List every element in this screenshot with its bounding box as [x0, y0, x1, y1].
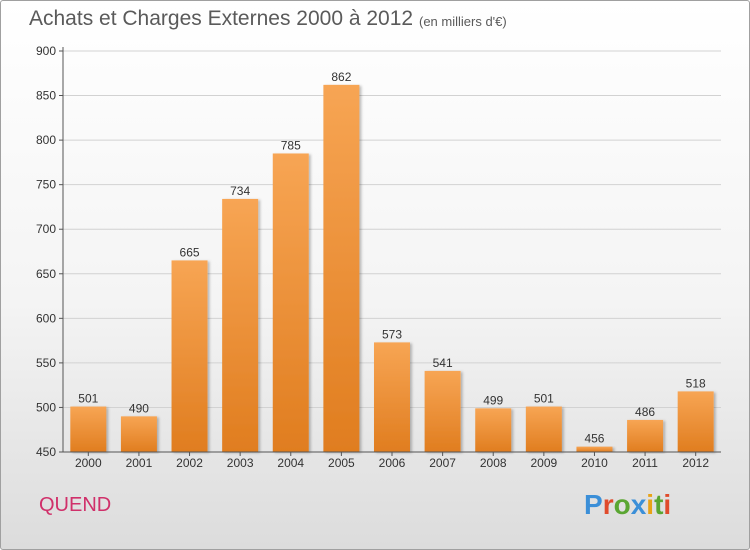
value-label-2010: 456	[584, 432, 604, 446]
bar-2000	[70, 406, 107, 452]
bar-2012	[677, 391, 714, 452]
value-label-2006: 573	[382, 327, 402, 341]
chart-subtitle: (en milliers d'€)	[419, 14, 507, 29]
bar-2003	[222, 198, 259, 452]
value-label-2003: 734	[230, 184, 250, 198]
x-tick-label-2007: 2007	[429, 456, 456, 470]
y-tick-label: 650	[36, 267, 56, 281]
y-tick-label: 500	[36, 400, 56, 414]
x-tick-label-2010: 2010	[581, 456, 608, 470]
logo-letter: t	[654, 489, 664, 520]
bar-2009	[525, 406, 562, 452]
x-tick-label-2005: 2005	[328, 456, 355, 470]
y-tick-label: 900	[36, 44, 56, 58]
x-tick-label-2004: 2004	[277, 456, 304, 470]
x-tick-label-2011: 2011	[632, 456, 658, 470]
bar-2001	[120, 416, 157, 452]
y-tick-label: 800	[36, 133, 56, 147]
logo-letter: i	[646, 489, 655, 520]
bar-2007	[424, 370, 461, 452]
logo-letter: x	[630, 489, 647, 520]
y-tick-label: 750	[36, 178, 56, 192]
y-tick-label: 550	[36, 356, 56, 370]
value-label-2004: 785	[281, 138, 301, 152]
value-label-2007: 541	[433, 356, 453, 370]
y-tick-label: 600	[36, 311, 56, 325]
commune-name: QUEND	[39, 494, 112, 516]
bar-2011	[627, 419, 664, 452]
chart-title: Achats et Charges Externes 2000 à 2012	[29, 7, 414, 30]
logo-letter: i	[663, 489, 672, 520]
logo-letter: P	[584, 489, 603, 520]
logo-letter: r	[602, 489, 614, 520]
bar-2010	[576, 446, 613, 452]
value-label-2002: 665	[180, 245, 200, 259]
bar-2004	[272, 153, 309, 452]
y-tick-label: 700	[36, 222, 56, 236]
x-tick-label-2003: 2003	[227, 456, 254, 470]
value-label-2000: 501	[78, 392, 98, 406]
value-label-2012: 518	[686, 376, 706, 390]
bar-2005	[323, 84, 360, 453]
y-tick-label: 850	[36, 89, 56, 103]
x-tick-label-2002: 2002	[176, 456, 203, 470]
value-label-2009: 501	[534, 392, 554, 406]
bar-2002	[171, 260, 208, 452]
x-tick-label-2000: 2000	[75, 456, 102, 470]
x-tick-label-2009: 2009	[530, 456, 557, 470]
proxiti-logo: Proxiti	[584, 489, 671, 521]
bar-2008	[475, 408, 512, 452]
bar-2006	[374, 342, 410, 452]
x-tick-label-2008: 2008	[480, 456, 507, 470]
x-tick-label-2012: 2012	[682, 456, 709, 470]
value-label-2001: 490	[129, 401, 149, 415]
logo-letter: o	[613, 489, 631, 520]
value-label-2008: 499	[483, 393, 503, 407]
value-label-2005: 862	[331, 70, 351, 84]
x-tick-label-2001: 2001	[126, 456, 153, 470]
x-tick-label-2006: 2006	[379, 456, 406, 470]
y-tick-label: 450	[36, 445, 56, 459]
value-label-2011: 486	[635, 405, 655, 419]
